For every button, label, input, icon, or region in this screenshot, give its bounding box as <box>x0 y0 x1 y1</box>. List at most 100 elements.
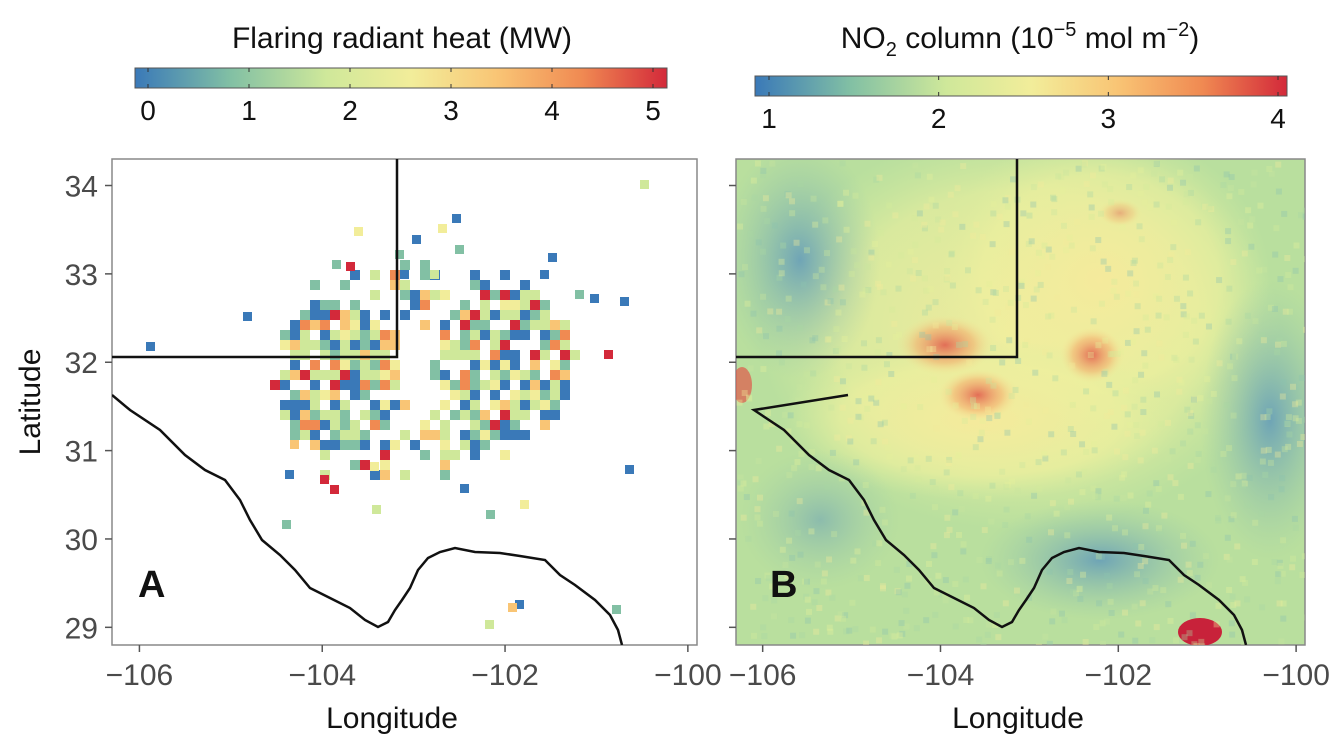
x-tick-label: −104 <box>907 659 975 692</box>
x-axis-label-a: Longitude <box>326 702 458 735</box>
flare-cell <box>330 360 340 370</box>
flare-cell <box>320 370 330 380</box>
flare-cell <box>400 270 409 279</box>
flare-cell <box>370 470 380 480</box>
flare-cell <box>560 390 570 400</box>
flare-cell <box>300 410 310 420</box>
flare-cell <box>300 340 310 350</box>
flare-cell <box>350 460 360 470</box>
flare-cell <box>350 350 360 360</box>
flare-cell <box>320 310 330 320</box>
flare-cell <box>540 270 549 279</box>
flare-cell <box>370 270 380 280</box>
flare-cell <box>460 300 470 310</box>
flare-cell <box>330 440 340 450</box>
flare-cell <box>450 410 460 420</box>
colorbar-b <box>754 75 1288 97</box>
flare-cell <box>540 400 550 410</box>
flare-cell <box>510 330 520 340</box>
flare-cell <box>510 430 520 440</box>
flare-cell <box>530 290 540 300</box>
flare-cell <box>390 440 400 450</box>
flare-cell <box>340 310 350 320</box>
flare-cell <box>490 350 500 360</box>
flare-cell <box>470 410 480 420</box>
flare-cell <box>460 380 470 390</box>
flare-cell <box>500 450 510 460</box>
panel-a-label: A <box>138 564 165 606</box>
flare-cell <box>480 300 490 310</box>
flare-cell <box>500 420 510 430</box>
flare-cell <box>612 605 621 614</box>
flare-cell <box>430 290 440 300</box>
flare-cell <box>550 410 560 420</box>
flare-cell <box>280 380 290 390</box>
flare-cell <box>280 340 290 350</box>
flare-cell <box>300 320 310 330</box>
flare-cell <box>640 180 649 189</box>
flare-cell <box>450 450 460 460</box>
flare-cell <box>350 320 360 330</box>
flare-cell <box>540 390 550 400</box>
flare-cell <box>500 300 510 310</box>
flare-cell <box>320 340 330 350</box>
flare-cell <box>470 340 480 350</box>
flare-cell <box>310 360 320 370</box>
flare-cell <box>440 330 450 340</box>
flare-cell <box>330 340 340 350</box>
flare-cell <box>354 227 363 236</box>
flare-cell <box>520 310 530 320</box>
flare-cell <box>372 505 381 514</box>
flare-cell <box>390 370 400 380</box>
flare-cell <box>282 520 291 529</box>
flare-cell <box>346 262 355 271</box>
flare-cell <box>430 270 439 279</box>
y-tick-label: 29 <box>65 612 98 645</box>
flare-cell <box>560 330 570 340</box>
flare-cell <box>350 270 360 280</box>
flare-cell <box>270 380 280 390</box>
flare-cell <box>310 310 320 320</box>
x-tick-label: −104 <box>288 659 356 692</box>
flare-cell <box>440 450 450 460</box>
flare-cell <box>430 430 440 440</box>
flare-cell <box>400 260 410 270</box>
flare-cell <box>540 420 550 430</box>
flare-cell <box>550 340 560 350</box>
flare-cell <box>350 440 360 450</box>
flare-cell <box>540 340 550 350</box>
flare-cell <box>480 440 490 450</box>
flare-cell <box>625 465 634 474</box>
panel-b: NO2 column (10−5 mol m−2) 1 2 3 4 B <box>729 19 1330 735</box>
flare-cell <box>360 440 370 450</box>
flare-cell <box>320 440 330 450</box>
flare-cell <box>500 400 510 410</box>
y-tick-label: 32 <box>65 347 98 380</box>
flare-cell <box>455 245 464 254</box>
no2-field <box>736 159 1305 645</box>
flare-cell <box>420 450 430 460</box>
flare-cell <box>508 603 517 612</box>
flare-cell <box>380 310 390 320</box>
flare-cell <box>440 350 450 360</box>
flare-cell <box>390 280 400 290</box>
flare-cell <box>380 470 390 480</box>
flare-cell <box>510 410 520 420</box>
flare-cell <box>438 224 447 233</box>
flare-cell <box>480 330 490 340</box>
flare-cell <box>370 380 380 390</box>
axes-b: −106 −104 −102 −100 <box>729 184 1330 692</box>
flare-cell <box>330 300 340 310</box>
flare-cell <box>410 440 420 450</box>
flare-cell <box>310 390 320 400</box>
flare-cell <box>500 330 510 340</box>
flare-cell <box>340 280 350 290</box>
flare-cell <box>470 440 480 450</box>
flare-cell <box>390 360 400 370</box>
state-border-nm-tx <box>112 159 399 359</box>
flare-cell <box>370 400 380 410</box>
flare-cell <box>550 370 560 380</box>
flare-cell <box>320 300 330 310</box>
panel-b-label: B <box>770 564 797 606</box>
